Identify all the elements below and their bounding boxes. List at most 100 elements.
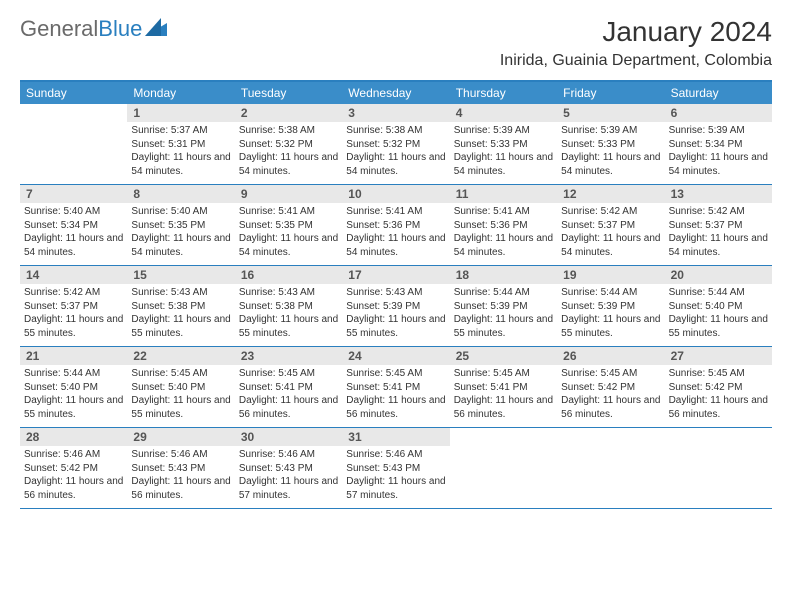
- day-details: Sunrise: 5:44 AMSunset: 5:39 PMDaylight:…: [454, 286, 553, 340]
- day-number: 25: [450, 347, 557, 365]
- day-details: Sunrise: 5:40 AMSunset: 5:35 PMDaylight:…: [131, 205, 230, 259]
- day-number: 7: [20, 185, 127, 203]
- day-details: Sunrise: 5:45 AMSunset: 5:41 PMDaylight:…: [239, 367, 338, 421]
- day-number: 10: [342, 185, 449, 203]
- day-details: Sunrise: 5:46 AMSunset: 5:43 PMDaylight:…: [131, 448, 230, 502]
- day-number: 8: [127, 185, 234, 203]
- day-number: 2: [235, 104, 342, 122]
- day-details: Sunrise: 5:40 AMSunset: 5:34 PMDaylight:…: [24, 205, 123, 259]
- weeks-container: 1 Sunrise: 5:37 AMSunset: 5:31 PMDaylight…: [20, 104, 772, 509]
- day-cell: 24 Sunrise: 5:45 AMSunset: 5:41 PMDayligh…: [342, 347, 449, 427]
- day-cell: 13Sunrise: 5:42 AMSunset: 5:37 PMDayligh…: [665, 185, 772, 265]
- weekday-header: Wednesday: [342, 82, 449, 104]
- day-number: 26: [557, 347, 664, 365]
- week-row: 7 Sunrise: 5:40 AMSunset: 5:34 PMDaylight…: [20, 185, 772, 266]
- week-row: 21 Sunrise: 5:44 AMSunset: 5:40 PMDayligh…: [20, 347, 772, 428]
- day-number: 6: [665, 104, 772, 122]
- location-label: Inirida, Guainia Department, Colombia: [500, 52, 772, 70]
- day-number: 4: [450, 104, 557, 122]
- day-cell: 25 Sunrise: 5:45 AMSunset: 5:41 PMDayligh…: [450, 347, 557, 427]
- day-details: Sunrise: 5:44 AMSunset: 5:40 PMDaylight:…: [24, 367, 123, 421]
- day-cell: 20Sunrise: 5:44 AMSunset: 5:40 PMDayligh…: [665, 266, 772, 346]
- day-details: Sunrise: 5:38 AMSunset: 5:32 PMDaylight:…: [346, 124, 445, 178]
- day-details: Sunrise: 5:45 AMSunset: 5:40 PMDaylight:…: [131, 367, 230, 421]
- empty-cell: [20, 104, 127, 184]
- day-cell: 12 Sunrise: 5:42 AMSunset: 5:37 PMDayligh…: [557, 185, 664, 265]
- week-row: 14 Sunrise: 5:42 AMSunset: 5:37 PMDayligh…: [20, 266, 772, 347]
- day-details: Sunrise: 5:45 AMSunset: 5:41 PMDaylight:…: [454, 367, 553, 421]
- day-cell: 9Sunrise: 5:41 AMSunset: 5:35 PMDaylight…: [235, 185, 342, 265]
- title-block: January 2024 Inirida, Guainia Department…: [500, 16, 772, 70]
- day-cell: 19Sunrise: 5:44 AMSunset: 5:39 PMDayligh…: [557, 266, 664, 346]
- day-cell: 17Sunrise: 5:43 AMSunset: 5:39 PMDayligh…: [342, 266, 449, 346]
- day-cell: 16 Sunrise: 5:43 AMSunset: 5:38 PMDayligh…: [235, 266, 342, 346]
- day-cell: 11Sunrise: 5:41 AMSunset: 5:36 PMDayligh…: [450, 185, 557, 265]
- day-number: 3: [342, 104, 449, 122]
- weekday-header: Sunday: [20, 82, 127, 104]
- month-title: January 2024: [500, 16, 772, 48]
- day-details: Sunrise: 5:46 AMSunset: 5:42 PMDaylight:…: [24, 448, 123, 502]
- day-cell: 22Sunrise: 5:45 AMSunset: 5:40 PMDayligh…: [127, 347, 234, 427]
- day-number: 9: [235, 185, 342, 203]
- weekday-header: Thursday: [450, 82, 557, 104]
- day-cell: 8 Sunrise: 5:40 AMSunset: 5:35 PMDaylight…: [127, 185, 234, 265]
- logo-text-gray: General: [20, 16, 98, 42]
- day-number: 27: [665, 347, 772, 365]
- day-details: Sunrise: 5:45 AMSunset: 5:41 PMDaylight:…: [346, 367, 445, 421]
- empty-cell: [665, 428, 772, 508]
- weekday-header: Saturday: [665, 82, 772, 104]
- empty-cell: [557, 428, 664, 508]
- calendar-page: GeneralBlue January 2024 Inirida, Guaini…: [0, 0, 792, 519]
- day-number: 15: [127, 266, 234, 284]
- day-number: 12: [557, 185, 664, 203]
- day-cell: 14 Sunrise: 5:42 AMSunset: 5:37 PMDayligh…: [20, 266, 127, 346]
- day-number: 28: [20, 428, 127, 446]
- day-cell: 21 Sunrise: 5:44 AMSunset: 5:40 PMDayligh…: [20, 347, 127, 427]
- day-details: Sunrise: 5:43 AMSunset: 5:38 PMDaylight:…: [239, 286, 338, 340]
- day-number: 23: [235, 347, 342, 365]
- day-number: 31: [342, 428, 449, 446]
- day-cell: 31 Sunrise: 5:46 AMSunset: 5:43 PMDayligh…: [342, 428, 449, 508]
- day-cell: 4 Sunrise: 5:39 AMSunset: 5:33 PMDaylight…: [450, 104, 557, 184]
- day-details: Sunrise: 5:46 AMSunset: 5:43 PMDaylight:…: [239, 448, 338, 502]
- day-cell: 2Sunrise: 5:38 AMSunset: 5:32 PMDaylight…: [235, 104, 342, 184]
- day-cell: 10 Sunrise: 5:41 AMSunset: 5:36 PMDayligh…: [342, 185, 449, 265]
- day-cell: 28 Sunrise: 5:46 AMSunset: 5:42 PMDayligh…: [20, 428, 127, 508]
- day-cell: 5Sunrise: 5:39 AMSunset: 5:33 PMDaylight…: [557, 104, 664, 184]
- weekday-header: Friday: [557, 82, 664, 104]
- day-number: 1: [127, 104, 234, 122]
- day-cell: 15 Sunrise: 5:43 AMSunset: 5:38 PMDayligh…: [127, 266, 234, 346]
- day-number: 21: [20, 347, 127, 365]
- day-details: Sunrise: 5:39 AMSunset: 5:34 PMDaylight:…: [669, 124, 768, 178]
- day-number: 24: [342, 347, 449, 365]
- week-row: 1 Sunrise: 5:37 AMSunset: 5:31 PMDaylight…: [20, 104, 772, 185]
- day-details: Sunrise: 5:46 AMSunset: 5:43 PMDaylight:…: [346, 448, 445, 502]
- day-details: Sunrise: 5:41 AMSunset: 5:36 PMDaylight:…: [346, 205, 445, 259]
- day-details: Sunrise: 5:37 AMSunset: 5:31 PMDaylight:…: [131, 124, 230, 178]
- logo: GeneralBlue: [20, 16, 167, 42]
- header: GeneralBlue January 2024 Inirida, Guaini…: [20, 16, 772, 70]
- day-cell: 29Sunrise: 5:46 AMSunset: 5:43 PMDayligh…: [127, 428, 234, 508]
- day-cell: 26Sunrise: 5:45 AMSunset: 5:42 PMDayligh…: [557, 347, 664, 427]
- day-details: Sunrise: 5:39 AMSunset: 5:33 PMDaylight:…: [454, 124, 553, 178]
- day-details: Sunrise: 5:43 AMSunset: 5:38 PMDaylight:…: [131, 286, 230, 340]
- day-cell: 27 Sunrise: 5:45 AMSunset: 5:42 PMDayligh…: [665, 347, 772, 427]
- day-number: 14: [20, 266, 127, 284]
- day-number: 11: [450, 185, 557, 203]
- logo-triangle-icon: [145, 16, 167, 42]
- day-cell: 23 Sunrise: 5:45 AMSunset: 5:41 PMDayligh…: [235, 347, 342, 427]
- day-cell: 6 Sunrise: 5:39 AMSunset: 5:34 PMDaylight…: [665, 104, 772, 184]
- day-number: 13: [665, 185, 772, 203]
- weekday-header: Monday: [127, 82, 234, 104]
- day-details: Sunrise: 5:42 AMSunset: 5:37 PMDaylight:…: [24, 286, 123, 340]
- day-number: 18: [450, 266, 557, 284]
- day-number: 20: [665, 266, 772, 284]
- day-number: 19: [557, 266, 664, 284]
- day-number: 5: [557, 104, 664, 122]
- day-number: 16: [235, 266, 342, 284]
- week-row: 28 Sunrise: 5:46 AMSunset: 5:42 PMDayligh…: [20, 428, 772, 509]
- day-details: Sunrise: 5:42 AMSunset: 5:37 PMDaylight:…: [561, 205, 660, 259]
- weekday-header-row: SundayMondayTuesdayWednesdayThursdayFrid…: [20, 82, 772, 104]
- day-cell: 3 Sunrise: 5:38 AMSunset: 5:32 PMDaylight…: [342, 104, 449, 184]
- day-details: Sunrise: 5:45 AMSunset: 5:42 PMDaylight:…: [669, 367, 768, 421]
